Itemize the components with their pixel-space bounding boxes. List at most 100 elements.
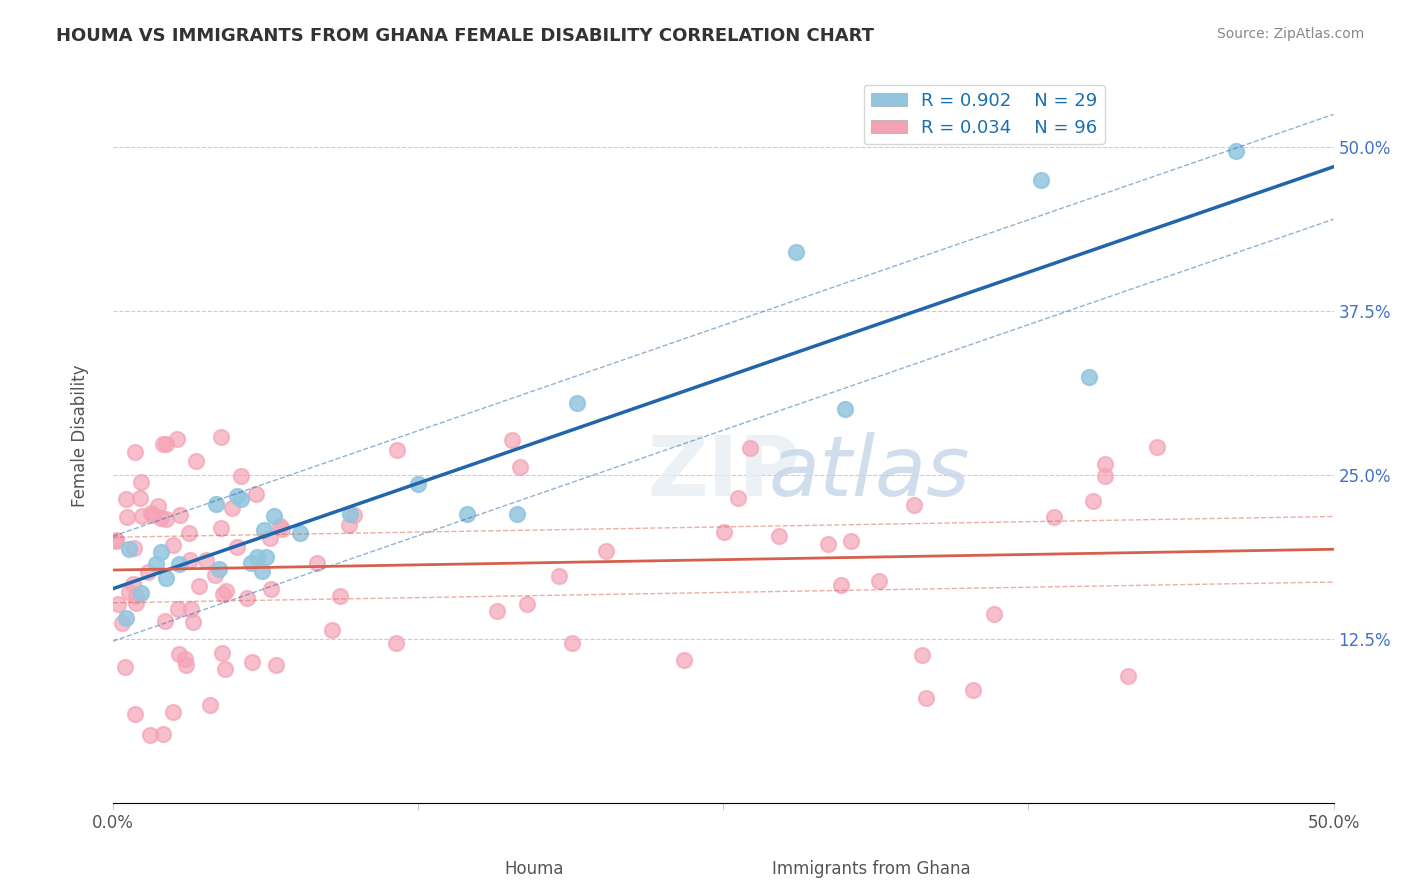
Point — [903, 499, 925, 513]
Point — [209, 521, 232, 535]
Point — [107, 597, 129, 611]
Point — [142, 508, 165, 522]
Point — [501, 433, 523, 447]
Point — [1043, 509, 1066, 524]
Point — [152, 437, 174, 451]
Point — [155, 571, 177, 585]
Point — [1078, 369, 1101, 384]
Point — [565, 396, 588, 410]
Point — [342, 508, 364, 522]
Text: Source: ZipAtlas.com: Source: ZipAtlas.com — [1216, 27, 1364, 41]
Point — [145, 557, 167, 571]
Text: atlas: atlas — [769, 432, 970, 513]
Point — [138, 728, 160, 742]
Legend: R = 0.902    N = 29, R = 0.034    N = 96: R = 0.902 N = 29, R = 0.034 N = 96 — [863, 85, 1105, 145]
Point — [129, 585, 152, 599]
Point — [167, 647, 190, 661]
Point — [162, 538, 184, 552]
Point — [180, 602, 202, 616]
Point — [321, 623, 343, 637]
Point — [205, 497, 228, 511]
Point — [122, 577, 145, 591]
Point — [868, 574, 890, 589]
Point — [561, 636, 583, 650]
Point — [225, 540, 247, 554]
Point — [339, 507, 361, 521]
Point — [162, 705, 184, 719]
Point — [117, 509, 139, 524]
Point — [124, 445, 146, 459]
Point — [288, 525, 311, 540]
Point — [254, 549, 277, 564]
Point — [1094, 469, 1116, 483]
Point — [329, 589, 352, 603]
Point — [817, 537, 839, 551]
Point — [104, 533, 127, 548]
Point — [166, 602, 188, 616]
Point — [198, 698, 221, 713]
Point — [595, 543, 617, 558]
Point — [150, 545, 173, 559]
Point — [204, 568, 226, 582]
Point — [114, 660, 136, 674]
Point — [245, 487, 267, 501]
Point — [263, 508, 285, 523]
Point — [1081, 494, 1104, 508]
Point — [253, 523, 276, 537]
Point — [406, 477, 429, 491]
Point — [509, 460, 531, 475]
Point — [727, 491, 749, 505]
Point — [169, 508, 191, 522]
Point — [910, 648, 932, 662]
Point — [221, 501, 243, 516]
Point — [186, 454, 208, 468]
Point — [124, 541, 146, 555]
Point — [1116, 669, 1139, 683]
Point — [506, 507, 529, 521]
Point — [118, 542, 141, 557]
Point — [768, 529, 790, 543]
Point — [672, 653, 695, 667]
Point — [915, 691, 938, 706]
Point — [174, 658, 197, 673]
Point — [260, 582, 283, 597]
Point — [1225, 144, 1247, 158]
Point — [785, 245, 807, 260]
Point — [485, 604, 508, 618]
Point — [834, 402, 856, 417]
Point — [136, 566, 159, 580]
Point — [738, 442, 761, 456]
Point — [146, 500, 169, 514]
Point — [129, 491, 152, 505]
Point — [269, 519, 291, 533]
Point — [841, 534, 863, 549]
Point — [125, 596, 148, 610]
Point — [385, 443, 408, 458]
Point — [250, 564, 273, 578]
Point — [214, 662, 236, 676]
Point — [264, 658, 287, 673]
Point — [141, 506, 163, 520]
Point — [177, 526, 200, 541]
Text: Immigrants from Ghana: Immigrants from Ghana — [772, 860, 972, 878]
Point — [516, 597, 538, 611]
Point — [1029, 173, 1052, 187]
Point — [149, 511, 172, 525]
Point — [117, 585, 139, 599]
Point — [236, 591, 259, 605]
Point — [548, 569, 571, 583]
Point — [983, 607, 1005, 621]
Text: ZIP: ZIP — [647, 432, 800, 513]
Point — [114, 491, 136, 506]
Point — [124, 706, 146, 721]
Point — [209, 429, 232, 443]
Point — [111, 616, 134, 631]
Text: Houma: Houma — [505, 860, 564, 878]
Text: HOUMA VS IMMIGRANTS FROM GHANA FEMALE DISABILITY CORRELATION CHART: HOUMA VS IMMIGRANTS FROM GHANA FEMALE DI… — [56, 27, 875, 45]
Point — [166, 432, 188, 446]
Point — [152, 727, 174, 741]
Point — [153, 614, 176, 628]
Point — [211, 646, 233, 660]
Point — [129, 475, 152, 490]
Point — [1146, 440, 1168, 454]
